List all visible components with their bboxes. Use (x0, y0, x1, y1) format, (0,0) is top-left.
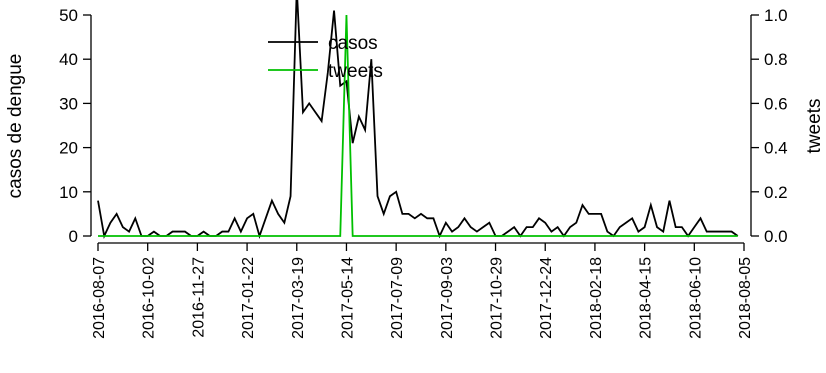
y-tick-label-right: 0.2 (764, 183, 788, 202)
y-tick-label-right: 0.0 (764, 227, 788, 246)
legend-label-casos: casos (328, 33, 378, 54)
y-tick-label-right: 1.0 (764, 6, 788, 25)
x-tick-label: 2018-08-05 (737, 257, 754, 339)
y-tick-label-left: 40 (59, 50, 78, 69)
x-tick-label: 2018-02-18 (588, 257, 605, 339)
y-tick-label-left: 10 (59, 183, 78, 202)
series-line-casos (97, 0, 739, 239)
y-tick-label-left: 20 (59, 139, 78, 158)
x-tick-label: 2017-12-24 (538, 257, 555, 339)
y-tick-label-left: 30 (59, 94, 78, 113)
x-tick-label: 2018-06-10 (687, 257, 704, 339)
x-tick-label: 2017-10-29 (489, 257, 506, 339)
ylabel-right: tweets (804, 99, 825, 154)
x-tick-label: 2016-08-07 (91, 257, 108, 339)
x-tick-label: 2016-10-02 (141, 257, 158, 339)
y-tick-label-left: 0 (69, 227, 78, 246)
ylabel-left: casos de dengue (5, 54, 26, 199)
x-tick-label: 2017-07-09 (389, 257, 406, 339)
series-line-tweets (98, 14, 738, 237)
y-tick-label-right: 0.4 (764, 139, 788, 158)
y-tick-label-right: 0.8 (764, 50, 788, 69)
x-tick-label: 2017-05-14 (339, 257, 356, 339)
x-tick-label: 2017-01-22 (240, 257, 257, 339)
x-tick-label: 2018-04-15 (638, 257, 655, 339)
x-tick-label: 2016-11-27 (190, 257, 207, 338)
legend-label-tweets: tweets (328, 61, 383, 82)
x-tick-label: 2017-09-03 (439, 257, 456, 339)
y-tick-label-right: 0.6 (764, 94, 788, 113)
x-tick-label: 2017-03-19 (290, 257, 307, 339)
y-tick-label-left: 50 (59, 6, 78, 25)
